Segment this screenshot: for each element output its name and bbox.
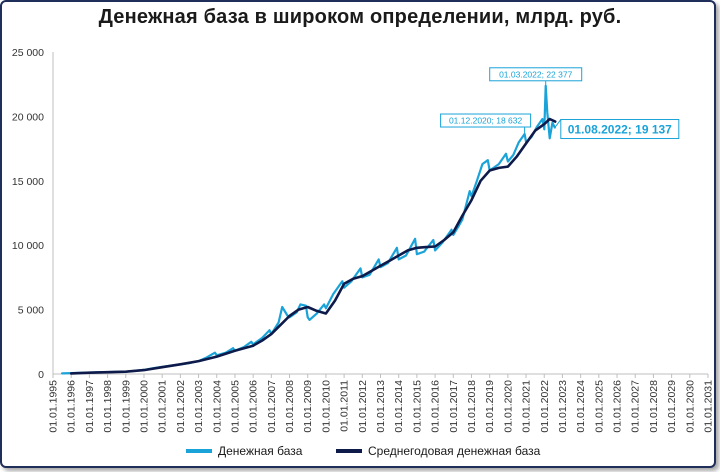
annotation-callout: 01.03.2022; 22 377 — [489, 67, 583, 86]
x-tick-label: 01.01.2006 — [248, 380, 260, 433]
x-tick-label: 01.01.2013 — [375, 380, 387, 433]
legend-item: Среднегодовая денежная база — [336, 444, 541, 458]
x-tick-label: 01.01.2001 — [157, 380, 169, 433]
series-line-monetary-base — [61, 84, 556, 375]
x-tick-label: 01.01.2008 — [284, 380, 296, 433]
series-line-average-base — [69, 117, 557, 375]
series-layer — [61, 84, 557, 375]
x-tick-label: 01.01.2005 — [229, 380, 241, 433]
x-tick-label: 01.01.2021 — [521, 380, 533, 433]
x-tick-label: 01.01.2002 — [175, 380, 187, 433]
callout-label: 01.08.2022; 19 137 — [568, 123, 672, 137]
y-tick-label: 10 000 — [12, 240, 44, 252]
annotations-layer: 01.03.2022; 22 377 01.12.2020; 18 632 01.0… — [440, 67, 680, 140]
x-tick-label: 01.01.2027 — [630, 380, 642, 433]
x-tick-label: 01.01.2031 — [703, 380, 715, 433]
callout-label: 01.03.2022; 22 377 — [499, 69, 573, 79]
x-tick-label: 01.01.2015 — [411, 380, 423, 433]
x-tick-label: 01.01.2019 — [484, 380, 496, 433]
legend-label: Среднегодовая денежная база — [368, 444, 541, 458]
x-axis: 01.01.1995 01.01.1996 01.01.1997 01.01.1998… — [48, 373, 715, 433]
x-tick-label: 01.01.2016 — [430, 380, 442, 433]
annotation-callout: 01.12.2020; 18 632 — [440, 113, 532, 135]
x-tick-label: 01.01.2010 — [320, 380, 332, 433]
chart-title: Денежная база в широком определении, млр… — [98, 6, 622, 28]
x-tick-label: 01.01.2000 — [138, 380, 150, 433]
annotation-callout: 01.08.2022; 19 137 — [554, 119, 680, 140]
x-tick-label: 01.01.1995 — [48, 380, 60, 433]
x-tick-label: 01.01.1999 — [120, 380, 132, 433]
callout-box — [560, 119, 680, 140]
legend-label: Денежная база — [218, 444, 303, 458]
x-tick-label: 01.01.2020 — [502, 380, 514, 433]
x-tick-label: 01.01.2026 — [612, 380, 624, 433]
x-tick-label: 01.01.2012 — [357, 380, 369, 433]
x-tick-label: 01.01.2023 — [557, 380, 569, 433]
y-tick-label: 0 — [38, 369, 44, 381]
y-tick-label: 15 000 — [12, 176, 44, 188]
x-tick-label: 01.01.2030 — [684, 380, 696, 433]
y-tick-label: 20 000 — [12, 111, 44, 123]
x-tick-label: 01.01.2022 — [539, 380, 551, 433]
x-tick-label: 01.01.2018 — [466, 380, 478, 433]
x-tick-label: 01.01.2011 — [339, 380, 351, 432]
legend: Денежная база Среднегодовая денежная база — [186, 444, 541, 458]
x-tick-label: 01.01.2025 — [593, 380, 605, 433]
x-tick-label: 01.01.1998 — [102, 380, 114, 433]
x-tick-label: 01.01.2007 — [266, 380, 278, 433]
x-tick-label: 01.01.2003 — [193, 380, 205, 433]
x-tick-label: 01.01.2014 — [393, 380, 405, 433]
x-tick-label: 01.01.2029 — [666, 380, 678, 433]
x-tick-label: 01.01.1996 — [66, 380, 78, 433]
x-tick-label: 01.01.2028 — [648, 380, 660, 433]
callout-label: 01.12.2020; 18 632 — [449, 116, 523, 126]
callout-leader — [554, 119, 562, 128]
x-tick-label: 01.01.2004 — [211, 380, 223, 433]
y-tick-label: 25 000 — [12, 47, 44, 59]
legend-item: Денежная база — [186, 444, 303, 458]
x-tick-label: 01.01.1997 — [84, 380, 96, 433]
callout-box — [489, 67, 583, 82]
y-tick-label: 5 000 — [18, 305, 44, 317]
callout-box — [440, 113, 532, 128]
x-tick-label: 01.01.2017 — [448, 380, 460, 433]
x-tick-label: 01.01.2024 — [575, 380, 587, 433]
y-axis: 0 5 000 10 000 15 000 20 000 25 000 — [12, 47, 54, 381]
x-tick-label: 01.01.2009 — [302, 380, 314, 433]
